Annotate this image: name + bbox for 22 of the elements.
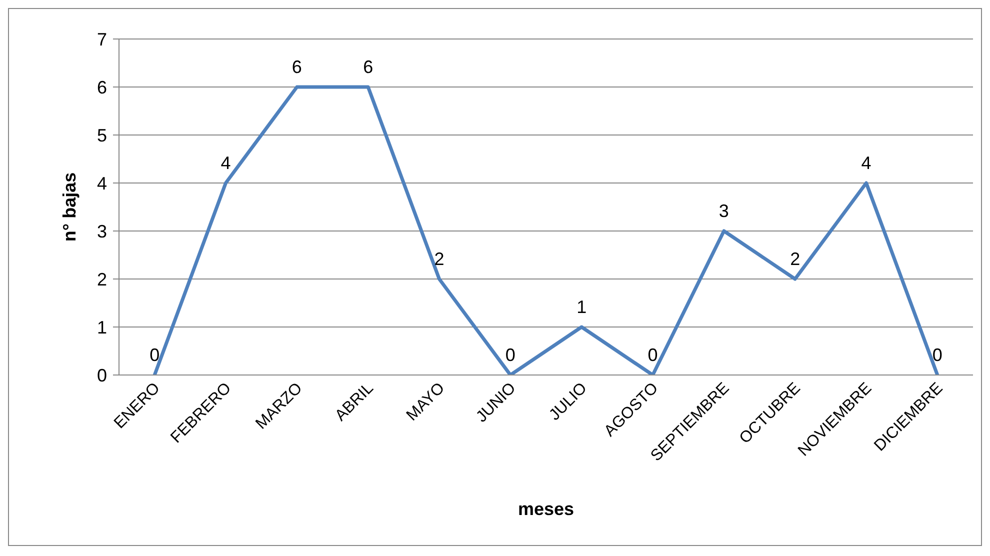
y-tick-label: 6: [96, 77, 107, 98]
data-label: 4: [220, 153, 231, 173]
y-axis-title: n° bajas: [59, 172, 80, 242]
y-tick-label: 7: [96, 29, 107, 50]
y-tick-label: 4: [96, 173, 107, 194]
data-label: 4: [861, 153, 872, 173]
y-tick-label: 1: [96, 317, 107, 338]
y-tick-label: 0: [96, 365, 107, 386]
y-tick-label: 2: [96, 269, 107, 290]
data-label: 6: [292, 57, 302, 77]
data-label: 0: [150, 345, 160, 365]
data-label: 2: [434, 249, 444, 269]
data-label: 1: [576, 297, 587, 317]
x-axis-title: meses: [518, 499, 574, 519]
data-label: 3: [718, 201, 729, 221]
y-tick-label: 3: [96, 221, 107, 242]
y-tick-label: 5: [96, 125, 107, 146]
data-label: 0: [932, 345, 942, 365]
data-label: 2: [790, 249, 800, 269]
data-label: 6: [363, 57, 374, 77]
data-label: 0: [648, 345, 658, 365]
data-label: 0: [505, 345, 516, 365]
